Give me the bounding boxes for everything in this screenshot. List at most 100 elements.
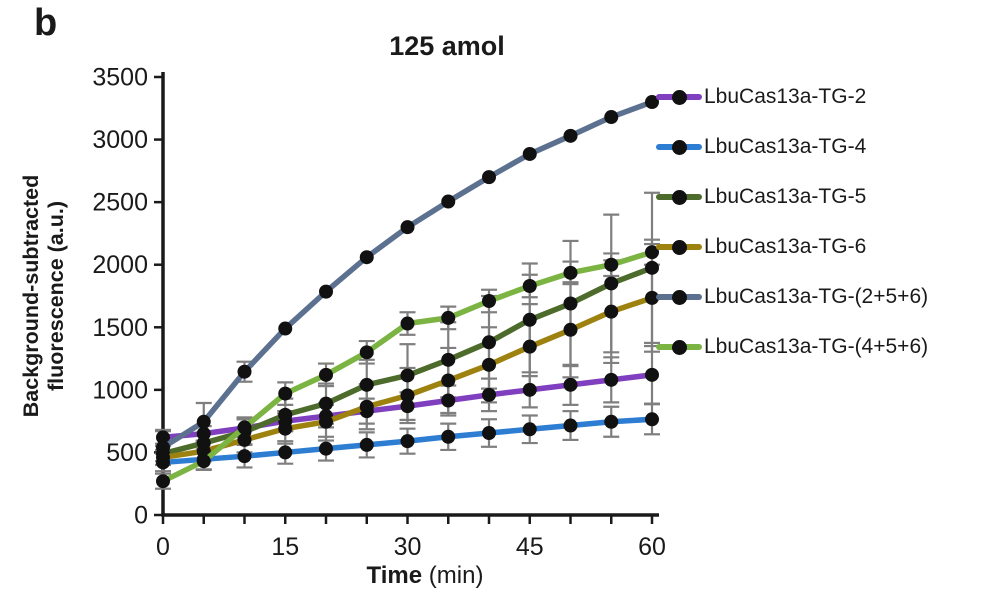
legend-label: LbuCas13a-TG-4	[704, 135, 867, 158]
data-point	[237, 420, 252, 435]
data-point	[237, 432, 252, 447]
data-point	[441, 352, 456, 367]
data-point	[563, 265, 578, 280]
data-point	[400, 399, 415, 414]
legend-marker-icon	[656, 139, 702, 155]
data-point	[522, 382, 537, 397]
svg-text:fluorescence (a.u.): fluorescence (a.u.)	[44, 201, 68, 391]
y-tick-label: 3500	[92, 64, 148, 92]
series-LbuCas13a-TG-(4+5+6)	[156, 245, 659, 489]
data-point	[400, 434, 415, 449]
series-LbuCas13a-TG-6	[156, 290, 659, 465]
data-point	[604, 304, 619, 319]
x-tick-label: 0	[156, 533, 170, 561]
y-tick-label: 500	[106, 439, 148, 467]
data-point	[482, 170, 496, 185]
legend-item-LbuCas13a-TG-6: LbuCas13a-TG-6	[656, 222, 986, 272]
data-point	[645, 245, 659, 260]
data-point	[359, 399, 374, 414]
y-tick-label: 0	[134, 502, 148, 530]
data-point	[400, 220, 415, 235]
data-point	[604, 257, 619, 272]
data-point	[522, 339, 537, 354]
data-point	[278, 407, 293, 422]
x-tick-label: 60	[638, 533, 666, 561]
data-point	[522, 146, 537, 161]
legend-item-LbuCas13a-TG-(4+5+6): LbuCas13a-TG-(4+5+6)	[656, 322, 986, 372]
data-point	[400, 388, 415, 403]
legend-item-LbuCas13a-TG-2: LbuCas13a-TG-2	[656, 72, 986, 122]
x-axis-title-word: Time	[367, 562, 423, 589]
data-point	[645, 367, 659, 382]
data-point	[522, 312, 537, 327]
data-point	[441, 373, 456, 388]
data-point	[359, 345, 374, 360]
data-point	[278, 386, 293, 401]
legend-marker-icon	[656, 189, 702, 205]
y-tick-label: 1500	[92, 314, 148, 342]
x-axis-title-unit: (min)	[422, 562, 483, 589]
data-point	[319, 396, 333, 411]
data-point	[237, 364, 252, 379]
data-point	[319, 367, 333, 382]
data-point	[359, 437, 374, 452]
x-tick-label: 30	[394, 533, 422, 561]
series-group	[156, 95, 659, 489]
axes-group: 0 500 1000 1500 2000 2500 3000 3500 0 15 30 45 60	[92, 64, 666, 562]
data-point	[645, 95, 659, 110]
data-point	[278, 421, 293, 436]
legend-marker-icon	[656, 289, 702, 305]
legend-label: LbuCas13a-TG-2	[704, 85, 867, 108]
legend-label: LbuCas13a-TG-(2+5+6)	[704, 285, 929, 308]
data-point	[482, 426, 496, 441]
legend-label: LbuCas13a-TG-(4+5+6)	[704, 335, 929, 358]
data-point	[156, 430, 170, 445]
data-point	[482, 357, 496, 372]
data-point	[604, 372, 619, 387]
data-point	[156, 450, 170, 465]
legend-item-LbuCas13a-TG-5: LbuCas13a-TG-5	[656, 172, 986, 222]
data-point	[482, 294, 496, 309]
panel-label: b	[34, 2, 58, 44]
data-point	[645, 412, 659, 427]
data-point	[359, 250, 374, 265]
data-point	[237, 449, 252, 464]
x-axis-title: Time (min)	[367, 562, 484, 589]
y-axis-title: Background-subtracted fluorescence (a.u.…	[19, 175, 68, 418]
data-point	[563, 377, 578, 392]
data-point	[441, 194, 456, 209]
data-point	[563, 296, 578, 311]
data-point	[563, 322, 578, 337]
legend-marker-icon	[656, 239, 702, 255]
data-point	[604, 414, 619, 429]
chart-title: 125 amol	[389, 31, 505, 61]
data-point	[156, 474, 170, 489]
series-LbuCas13a-TG-(2+5+6)	[156, 95, 659, 455]
svg-text:Background-subtracted: Background-subtracted	[19, 175, 43, 418]
y-tick-label: 3000	[92, 126, 148, 154]
data-point	[522, 422, 537, 437]
data-point	[482, 387, 496, 402]
y-tick-label: 1000	[92, 376, 148, 404]
data-point	[196, 444, 211, 459]
x-tick-label: 15	[271, 533, 299, 561]
data-point	[319, 441, 333, 456]
legend-item-LbuCas13a-TG-4: LbuCas13a-TG-4	[656, 122, 986, 172]
data-point	[482, 335, 496, 350]
data-point	[196, 454, 211, 469]
data-point	[278, 445, 293, 460]
data-point	[319, 414, 333, 429]
data-point	[522, 278, 537, 293]
data-point	[278, 321, 293, 336]
legend-marker-icon	[656, 89, 702, 105]
data-point	[441, 429, 456, 444]
legend-item-LbuCas13a-TG-(2+5+6): LbuCas13a-TG-(2+5+6)	[656, 272, 986, 322]
data-point	[319, 284, 333, 299]
data-point	[645, 290, 659, 305]
data-point	[645, 260, 659, 275]
data-point	[400, 316, 415, 331]
data-point	[604, 276, 619, 291]
data-point	[604, 110, 619, 125]
